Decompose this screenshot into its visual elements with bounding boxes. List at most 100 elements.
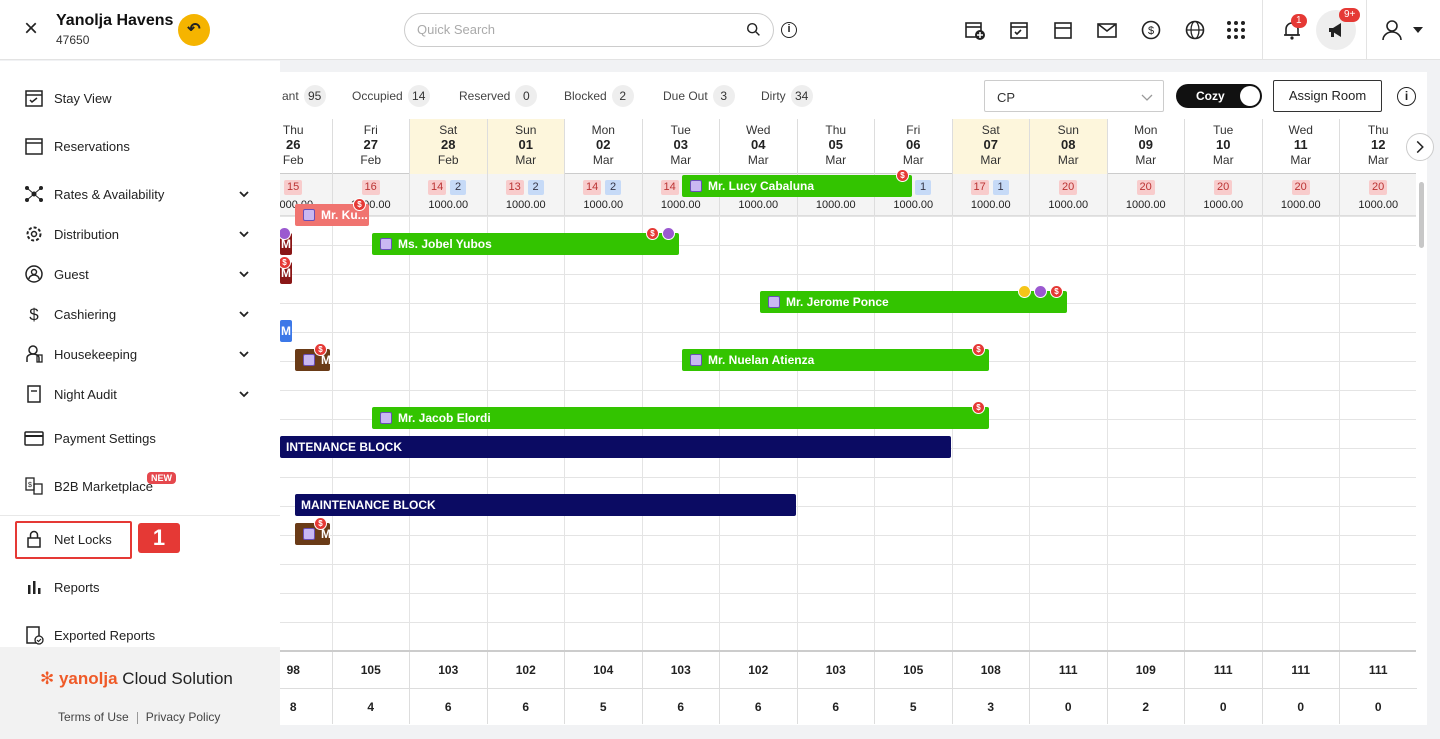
date-day: 06 [906,137,921,152]
menu-item-b2b-marketplace[interactable]: $ B2B Marketplace NEW [0,466,280,506]
calendar-icon[interactable] [1052,19,1074,41]
apps-grid-icon[interactable] [1225,19,1247,41]
date-column-header[interactable]: Sat 28 Feb [409,119,487,174]
network-icon [25,186,43,202]
currency-icon[interactable]: $ [1140,19,1162,41]
menu-item-payment-settings[interactable]: Payment Settings [0,418,280,458]
info-icon[interactable]: i [781,22,797,38]
terms-link[interactable]: Terms of Use [58,710,129,724]
view-mode-toggle[interactable]: Cozy [1176,84,1262,108]
chevron-down-icon[interactable] [238,348,250,360]
assign-room-button[interactable]: Assign Room [1273,80,1382,112]
reservation-bar[interactable]: M $ [278,256,292,284]
chevron-down-icon[interactable] [238,188,250,200]
date-column-header[interactable]: Sat 07 Mar [951,119,1029,174]
mail-icon[interactable] [1096,19,1118,41]
date-day: 26 [286,137,301,152]
menu-item-housekeeping[interactable]: Housekeeping [0,334,280,374]
menu-item-guest[interactable]: Guest [0,254,280,294]
user-icon[interactable] [1380,18,1404,42]
menu-item-cashiering[interactable]: $ Cashiering [0,294,280,334]
availability-cell[interactable]: 13 2 1000.00 [486,174,565,216]
search-icon[interactable] [745,21,763,39]
menu-item-stay-view[interactable]: Stay View [0,78,280,118]
menu-item-label: Exported Reports [54,628,156,643]
menu-item-exported-reports[interactable]: Exported Reports [0,615,280,655]
date-column-header[interactable]: Thu 05 Mar [796,119,875,174]
date-column-header[interactable]: Wed 04 Mar [719,119,797,174]
chevron-down-icon[interactable] [238,388,250,400]
stat-reserved[interactable]: Reserved 0 [459,85,538,107]
reservation-bar[interactable]: Mr. Jacob Elordi $ [372,401,989,429]
availability-cell[interactable]: 20 1000.00 [1106,174,1185,216]
date-column-header[interactable]: Fri 06 Mar [874,119,952,174]
calendar-check-icon[interactable] [1008,19,1030,41]
info-icon[interactable]: i [1397,87,1416,106]
date-header: Thu 26 Feb Fri 27 Feb Sat 28 Feb Sun 01 Mar Mon 02 Mar… [0,119,1416,174]
reservation-bar[interactable]: Mr. Jerome Ponce $ [760,285,1067,313]
chevron-down-icon[interactable] [238,228,250,240]
availability-cell[interactable]: 20 1000.00 [1261,174,1340,216]
close-icon[interactable]: × [23,15,38,42]
availability-cell[interactable]: 20 1000.00 [1339,174,1417,216]
date-column-header[interactable]: Mon 09 Mar [1106,119,1185,174]
availability-cell[interactable]: 20 1000.00 [1184,174,1262,216]
payment-due-icon: $ [972,401,985,414]
date-column-header[interactable]: Fri 27 Feb [331,119,410,174]
chevron-down-icon[interactable] [238,268,250,280]
chevron-down-icon[interactable] [238,308,250,320]
reservation-bar[interactable]: M $ [295,343,330,371]
stat-dirty[interactable]: Dirty 34 [761,85,813,107]
stat-vacant[interactable]: ant 95 [282,85,326,107]
payment-due-icon: $ [896,169,909,182]
menu-item-rates-availability[interactable]: Rates & Availability [0,174,280,214]
date-column-header[interactable]: Wed 11 Mar [1261,119,1340,174]
reservation-bar[interactable]: Mr. Nuelan Atienza $ [682,343,989,371]
date-column-header[interactable]: Tue 03 Mar [641,119,720,174]
scrollbar-thumb[interactable] [1419,182,1424,248]
maintenance-block[interactable]: MAINTENANCE BLOCK [295,494,796,516]
menu-item-net-locks[interactable]: Net Locks [0,519,280,559]
maintenance-block[interactable]: INTENANCE BLOCK [280,436,951,458]
add-reservation-icon[interactable] [964,19,986,41]
stat-due-out[interactable]: Due Out 3 [663,85,735,107]
reservation-bar[interactable]: M [278,227,292,255]
date-column-header[interactable]: Sun 08 Mar [1029,119,1107,174]
date-column-header[interactable]: Thu 12 Mar [1339,119,1417,174]
due-cell: 0 [1261,688,1339,724]
stat-occupied[interactable]: Occupied 14 [352,85,430,107]
menu-item-distribution[interactable]: Distribution [0,214,280,254]
menu-item-night-audit[interactable]: Night Audit [0,374,280,414]
date-dow: Sat [981,123,1000,137]
stat-label: Occupied [352,89,403,103]
availability-cell[interactable]: 14 2 1000.00 [564,174,642,216]
availability-cell[interactable]: 20 1000.00 [1029,174,1107,216]
privacy-link[interactable]: Privacy Policy [145,710,221,724]
availability-cell[interactable]: 17 1 1000.00 [951,174,1030,216]
reservation-bar[interactable]: M [280,320,292,342]
menu-item-reports[interactable]: Reports [0,567,280,607]
brand-logo: ✻ yanolja Cloud Solution [40,669,233,688]
undo-icon[interactable]: ↶ [178,14,210,46]
search-input[interactable] [417,22,737,37]
rate-plan-select[interactable]: CP [984,80,1164,112]
payment-due-icon: $ [314,343,327,356]
chevron-down-icon[interactable] [1412,25,1424,35]
quick-search[interactable] [404,13,774,47]
reservation-bar[interactable]: M $ [295,517,330,545]
reservation-bar[interactable]: Ms. Jobel Yubos $ [372,227,679,255]
date-column-header[interactable]: Sun 01 Mar [486,119,564,174]
date-mon: Mar [902,153,924,167]
reservation-bar[interactable]: Mr. Lucy Cabaluna $ [682,169,912,197]
globe-icon[interactable] [1184,19,1206,41]
menu-item-reservations[interactable]: Reservations [0,126,280,166]
grid-row-line [0,535,1416,536]
reservation-bar[interactable]: Mr. Ku... $ [295,198,369,226]
availability-cell[interactable]: 14 2 1000.00 [409,174,487,216]
stat-label: Due Out [663,89,708,103]
stat-blocked[interactable]: Blocked 2 [564,85,634,107]
date-column-header[interactable]: Tue 10 Mar [1184,119,1262,174]
chevron-right-icon[interactable] [1406,133,1434,161]
scrollbar[interactable] [1416,174,1427,650]
date-column-header[interactable]: Mon 02 Mar [564,119,642,174]
